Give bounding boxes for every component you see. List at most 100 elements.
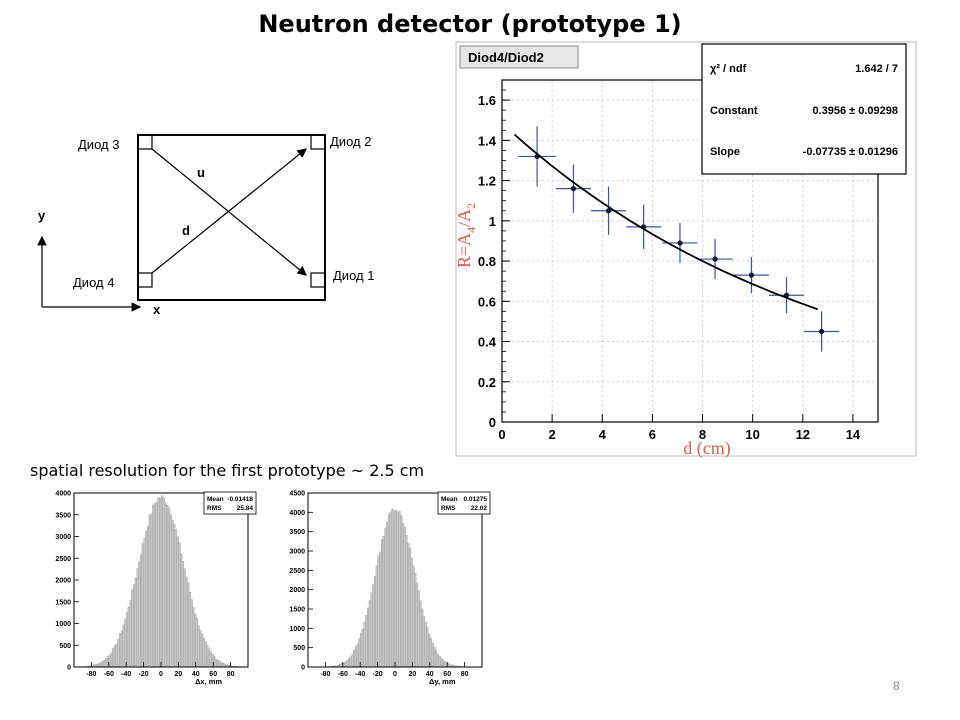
histogram-dx: -80 -60 -40 -20 0 20 40 60 80 0 500 1000 1500 2000 250… [55, 491, 257, 686]
x-tick-label: 6 [649, 427, 656, 442]
histogram-dy: -80 -60 -40 -20 0 20 40 60 80 0 500 1000 1500 2000 250… [289, 491, 491, 686]
data-point [748, 272, 755, 278]
dy-x-tick-label: -20 [373, 671, 383, 678]
x-tick-label: 10 [745, 427, 759, 442]
diode4-label: Диод 4 [73, 275, 114, 290]
dx-y-tick-label: 2500 [55, 556, 71, 563]
y-tick-label: 1.6 [478, 93, 496, 108]
dx-y-tick-label: 3000 [55, 534, 71, 541]
dy-y-tick-label: 500 [293, 645, 305, 652]
dx-y-tick-label: 2000 [55, 578, 71, 585]
dy-x-tick-label: -60 [338, 671, 348, 678]
x-tick-label: 8 [699, 427, 706, 442]
dx-x-tick-label: 0 [159, 671, 163, 678]
x-tick-label: 12 [796, 427, 810, 442]
diode2-square [310, 134, 326, 150]
y-tick-label: 0.2 [478, 375, 496, 390]
dy-x-tick-label: 0 [393, 671, 397, 678]
data-point [712, 256, 718, 262]
x-tick-label: 0 [498, 427, 505, 442]
slide-title: Neutron detector (prototype 1) [258, 10, 682, 38]
data-point [677, 240, 683, 246]
data-point [605, 208, 612, 214]
dy-y-tick-label: 4500 [289, 491, 305, 498]
histogram-dy-mean-value: 0.01275 [464, 496, 488, 503]
y-tick-label: 1.2 [478, 174, 496, 189]
dx-x-tick-label: -80 [86, 671, 96, 678]
y-axis-title: R=A4/A2 [454, 203, 478, 268]
u-label: u [197, 165, 205, 180]
stat-value-slope: -0.07735 ± 0.01296 [803, 146, 898, 158]
x-axis-title: d (cm) [683, 438, 730, 459]
diode4-square [137, 272, 153, 288]
path-u-arrow [151, 148, 307, 276]
histogram-dx-stats-box [203, 491, 257, 515]
diode1-label: Диод 1 [333, 268, 374, 283]
data-point [570, 186, 577, 192]
diode3-label: Диод 3 [78, 137, 119, 152]
fit-curve [513, 133, 819, 311]
histogram-dy-mean-name: Mean [441, 496, 458, 503]
y-tick-label: 1 [489, 214, 496, 229]
dx-x-tick-label: 40 [192, 671, 200, 678]
data-point [819, 328, 825, 335]
histogram-dx-mean-name: Mean [207, 496, 224, 503]
y-tick-label: 0.4 [478, 335, 497, 350]
dy-y-tick-label: 2500 [289, 568, 305, 575]
histogram-dy-frame [307, 492, 483, 668]
stat-value-chi2: 1.642 / 7 [855, 63, 898, 75]
stat-value-constant: 0.3956 ± 0.09298 [812, 105, 898, 117]
histogram-dy-rms-value: 22.02 [471, 505, 488, 512]
dx-y-tick-label: 0 [67, 665, 71, 672]
histogram-dy-rms-name: RMS [441, 505, 456, 512]
dy-y-tick-label: 3500 [289, 529, 305, 536]
detector-box [137, 134, 326, 301]
dy-y-tick-label: 0 [301, 665, 305, 672]
y-axis-label: y [38, 208, 46, 223]
dx-y-tick-label: 4000 [55, 491, 71, 498]
dy-y-tick-label: 4000 [289, 510, 305, 517]
dy-y-tick-label: 3000 [289, 549, 305, 556]
dx-x-tick-label: 60 [209, 671, 217, 678]
x-tick-label: 2 [549, 427, 556, 442]
dy-x-tick-label: 80 [461, 671, 469, 678]
dy-y-tick-label: 1000 [289, 626, 305, 633]
histogram-dy-stats-box [437, 491, 491, 515]
stat-name-slope: Slope [710, 146, 740, 158]
histogram-dx-rms-name: RMS [207, 505, 222, 512]
y-tick-label: 1.4 [478, 133, 497, 148]
page-number: 8 [893, 679, 900, 693]
histogram-dy-xlabel: Δy, mm [429, 677, 456, 686]
histogram-dx-xlabel: Δx, mm [195, 677, 222, 686]
dy-x-tick-label: 40 [426, 671, 434, 678]
dx-x-tick-label: 20 [175, 671, 183, 678]
stat-name-chi2: χ² / ndf [710, 63, 747, 75]
diode2-label: Диод 2 [330, 134, 371, 149]
ratio-fit-chart: 0 2 4 6 8 10 12 14 0 0.2 0.4 0.6 0.8 1 1.2 1.4 1.6 Diod4… [454, 41, 917, 459]
y-tick-label: 0 [489, 415, 496, 430]
x-tick-label: 14 [846, 427, 861, 442]
x-tick-label: 4 [599, 427, 607, 442]
dx-x-tick-label: -60 [104, 671, 114, 678]
histogram-dx-frame [73, 492, 249, 668]
dy-x-tick-label: -40 [355, 671, 365, 678]
detector-diagram: Диод 3 Диод 2 Диод 4 Диод 1 u d y x [37, 134, 374, 317]
dx-y-tick-label: 1500 [55, 599, 71, 606]
diode3-square [137, 134, 153, 150]
dy-x-tick-label: 20 [409, 671, 417, 678]
chart-title: Diod4/Diod2 [468, 50, 544, 65]
diode1-square [310, 272, 326, 288]
dx-y-tick-label: 3500 [55, 512, 71, 519]
dy-y-tick-label: 1500 [289, 607, 305, 614]
resolution-caption: spatial resolution for the first prototy… [30, 461, 425, 480]
histogram-dx-mean-value: -0.01418 [227, 496, 253, 503]
dx-x-tick-label: -20 [139, 671, 149, 678]
x-axis-label: x [153, 302, 161, 317]
dx-x-tick-label: 80 [227, 671, 235, 678]
path-d-arrow [151, 148, 307, 274]
dy-x-tick-label: 60 [443, 671, 451, 678]
hist-title-box [459, 45, 579, 69]
dy-x-tick-label: -80 [320, 671, 330, 678]
dx-x-tick-label: -40 [121, 671, 131, 678]
histogram-dx-rms-value: 25.84 [237, 505, 254, 512]
